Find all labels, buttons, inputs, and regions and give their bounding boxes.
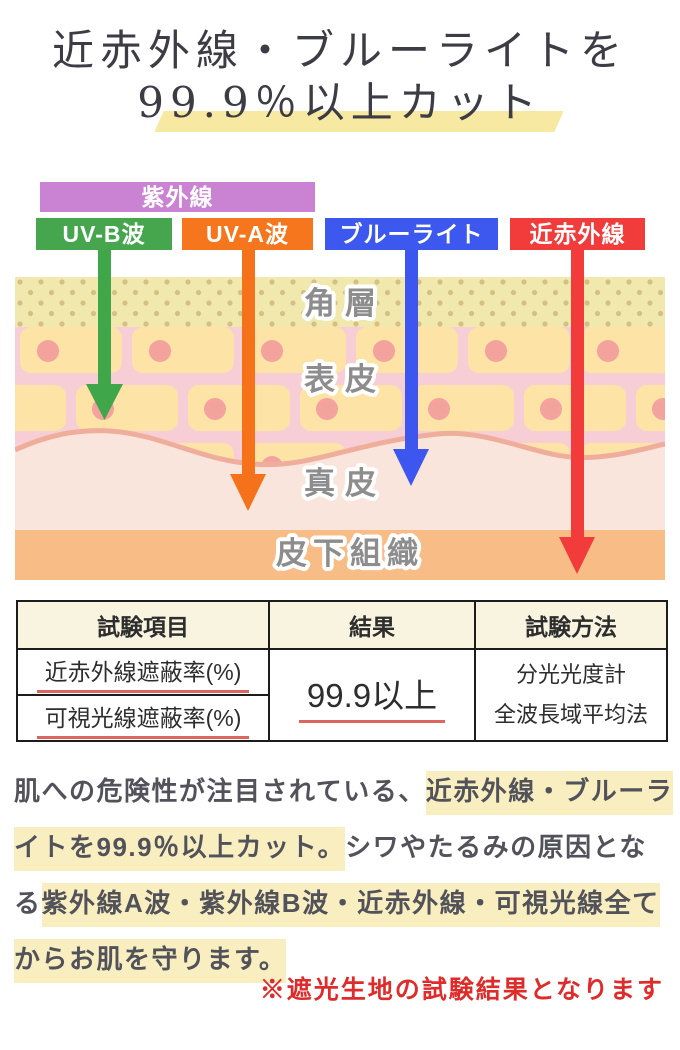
subcutaneous-layer <box>15 530 665 580</box>
plain-text: る <box>14 888 42 918</box>
label-nir: 近赤外線 <box>510 218 645 250</box>
cell-result: 99.9以上 <box>268 648 476 742</box>
skin-diagram: 角層 表皮 真皮 皮下組織 <box>15 250 665 580</box>
title-line-2-wrap: 99.9％以上カット <box>0 78 680 128</box>
paragraph-line: からお肌を守ります。 <box>14 931 670 987</box>
footnote: ※遮光生地の試験結果となります <box>259 976 664 1004</box>
plain-text: 肌への危険性が注目されている、 <box>14 776 426 806</box>
label-uv: 紫外線 <box>40 182 315 212</box>
layer-label-dermis: 真皮 <box>304 466 386 501</box>
plain-text: シワやたるみの原因とな <box>345 832 647 862</box>
highlighted-text: イトを99.9％以上カット。 <box>14 827 346 871</box>
header-result: 結果 <box>268 600 476 650</box>
title-line-2: 99.9％以上カット <box>137 78 543 127</box>
result-value: 99.9以上 <box>298 667 446 723</box>
paragraph-line: イトを99.9％以上カット。シワやたるみの原因とな <box>14 819 670 875</box>
method-line-2: 全波長域平均法 <box>493 702 648 727</box>
page-title: 近赤外線・ブルーライトを 99.9％以上カット <box>0 26 680 128</box>
nir-arrow <box>559 250 595 574</box>
item-nir-label: 近赤外線遮蔽率(%) <box>36 651 250 693</box>
label-uvb: UV-B波 <box>36 218 172 250</box>
table-row: 近赤外線遮蔽率(%) 99.9以上 分光光度計 全波長域平均法 <box>16 648 668 742</box>
cell-method: 分光光度計 全波長域平均法 <box>474 648 668 742</box>
label-uva: UV-A波 <box>182 218 313 250</box>
test-result-table: 試験項目 結果 試験方法 近赤外線遮蔽率(%) 99.9以上 分光光度計 全波長… <box>16 600 668 742</box>
highlighted-text: 近赤外線・ブルーラ <box>425 771 674 815</box>
stratum-corneum-layer <box>15 277 665 327</box>
cell-item-visible: 可視光線遮蔽率(%) <box>16 694 270 742</box>
uva-arrow <box>230 250 266 511</box>
layer-label-stratum: 角層 <box>304 286 386 321</box>
item-visible-label: 可視光線遮蔽率(%) <box>36 697 250 739</box>
title-line-1: 近赤外線・ブルーライトを <box>51 26 628 75</box>
table-header-row: 試験項目 結果 試験方法 <box>16 600 668 650</box>
paragraph-line: 肌への危険性が注目されている、近赤外線・ブルーラ <box>14 763 674 819</box>
uvb-arrow <box>86 250 123 420</box>
header-test-method: 試験方法 <box>474 600 668 650</box>
highlighted-text: からお肌を守ります。 <box>14 939 287 983</box>
label-blue-light: ブルーライト <box>325 218 498 250</box>
method-line-1: 分光光度計 <box>515 662 626 687</box>
highlighted-text: 紫外線A波・紫外線B波・近赤外線・可視光線全て <box>41 883 660 927</box>
description-paragraph: 肌への危険性が注目されている、近赤外線・ブルーラ イトを99.9％以上カット。シワ… <box>14 763 674 987</box>
cell-item-nir: 近赤外線遮蔽率(%) <box>16 648 270 696</box>
layer-label-subcutaneous: 皮下組織 <box>276 536 424 571</box>
blue-light-arrow <box>393 250 429 486</box>
layer-label-epidermis: 表皮 <box>304 362 386 397</box>
header-test-item: 試験項目 <box>16 600 270 650</box>
paragraph-line: る紫外線A波・紫外線B波・近赤外線・可視光線全て <box>14 875 670 931</box>
dermis-layer <box>15 430 665 532</box>
table-row: 可視光線遮蔽率(%) <box>16 694 667 742</box>
